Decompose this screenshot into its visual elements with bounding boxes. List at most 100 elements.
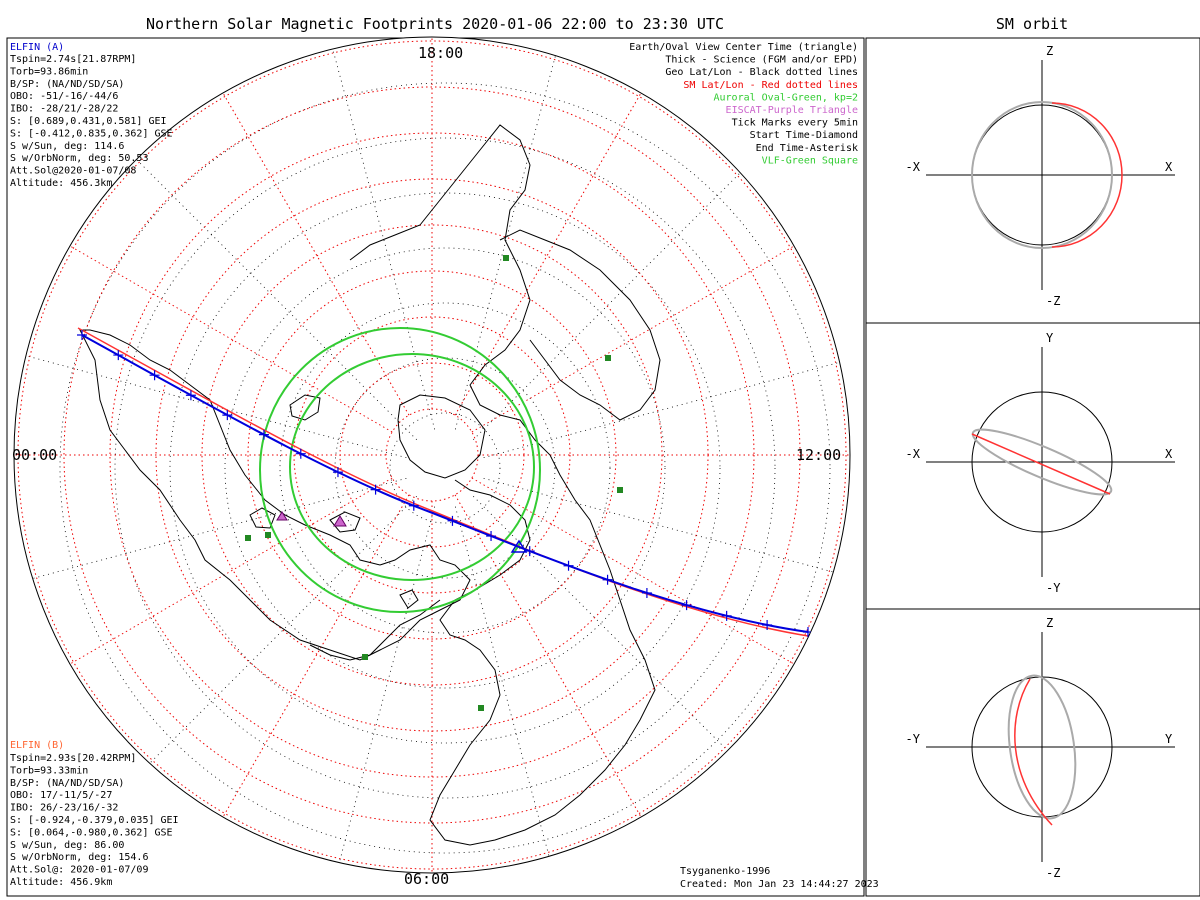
tick-mark [258, 429, 269, 440]
tick-mark [408, 500, 419, 511]
tick-mark [721, 610, 732, 621]
orbit-path-b [1014, 678, 1053, 826]
geo-lon-line [133, 156, 417, 440]
legend-entry: Auroral Oval-Green, kp=2 [714, 92, 859, 103]
orbit-path-a [971, 101, 1113, 249]
auroral-ovals [259, 327, 541, 613]
view-center-triangle [510, 539, 528, 553]
coastline-eurasia [349, 124, 656, 846]
figure-title: Northern Solar Magnetic Footprints 2020-… [146, 15, 724, 33]
info-line: S: [0.689,0.431,0.581] GEI [10, 116, 167, 127]
elfin-a-title: ELFIN (A) [10, 42, 64, 53]
geo-lat-circle [279, 302, 611, 634]
sm-orbit-title: SM orbit [996, 15, 1068, 33]
info-line: Altitude: 456.9km [10, 877, 112, 888]
tick-mark [295, 448, 306, 459]
tick-mark [524, 546, 535, 557]
mlt-label-06: 06:00 [404, 870, 449, 888]
tick-mark [486, 531, 497, 542]
orbit-panel-3: Z -Z -Y Y [906, 616, 1175, 880]
info-line: IBO: -28/21/-28/22 [10, 104, 118, 115]
orbit-axis-label: -X [906, 447, 921, 461]
info-line: S: [0.064,-0.980,0.362] GSE [10, 827, 173, 838]
orbit-axis-label: -X [906, 160, 921, 174]
vlf-square [617, 487, 623, 493]
tick-mark [185, 390, 196, 401]
orbit-path-b [971, 433, 1111, 495]
geo-lon-line [133, 496, 417, 780]
elfin-b-info: ELFIN (B) Tspin=2.93s[20.42RPM]Torb=93.3… [10, 740, 179, 888]
geo-lon-line [473, 156, 757, 440]
mlt-label-12: 12:00 [796, 446, 841, 464]
info-line: Torb=93.86min [10, 66, 88, 77]
coastline-europe [309, 599, 441, 661]
model-label: Tsyganenko-1996 [680, 866, 770, 877]
satellite-tracks [77, 327, 813, 637]
info-line: Torb=93.33min [10, 765, 88, 776]
legend-entry: Tick Marks every 5min [732, 118, 858, 129]
geo-lat-circle [59, 82, 831, 854]
elfin-a-tick-marks [77, 330, 813, 637]
sm-lat-circle [293, 316, 571, 594]
earth-reference-circle [971, 391, 1113, 533]
sm-lat-circle [201, 224, 663, 686]
vlf-square [265, 532, 271, 538]
legend-entry: EISCAT-Purple Triangle [726, 105, 858, 116]
info-line: S w/OrbNorm, deg: 154.6 [10, 852, 148, 863]
info-line: Att.Sol@2020-01-07/08 [10, 166, 136, 177]
geo-lon-line [483, 353, 850, 459]
elfin-a-info: ELFIN (A) Tspin=2.74s[21.87RPM]Torb=93.8… [10, 42, 173, 189]
info-line: B/SP: (NA/ND/SD/SA) [10, 778, 124, 789]
info-line: Att.Sol@: 2020-01-07/09 [10, 865, 148, 876]
legend-entry: End Time-Asterisk [756, 143, 858, 154]
tick-mark [681, 600, 692, 611]
sm-lat-circle [17, 40, 847, 870]
coastline-islands-4 [399, 589, 419, 609]
coastline-islands-3 [249, 507, 276, 529]
orbit-axis-label: X [1165, 160, 1173, 174]
mlt-label-00: 00:00 [12, 446, 57, 464]
orbit-axis-label: X [1165, 447, 1173, 461]
orbit-panel-2: Y -Y -X X [906, 331, 1175, 595]
orbit-axis-label: -Z [1046, 866, 1060, 880]
orbit-axis-label: -Y [906, 732, 921, 746]
tick-mark [149, 370, 160, 381]
eiscat-triangle [333, 515, 347, 527]
legend-entry: Start Time-Diamond [750, 130, 858, 141]
legend-entry: Earth/Oval View Center Time (triangle) [629, 42, 858, 53]
coastline-islands-2 [329, 511, 361, 533]
created-label: Created: Mon Jan 23 14:44:27 2023 [680, 879, 879, 890]
tick-mark [641, 587, 652, 598]
info-line: OBO: 17/-11/5/-27 [10, 790, 112, 801]
orbit-path-a [971, 428, 1113, 496]
geo-lon-line [483, 477, 850, 583]
sm-lon-line [222, 494, 410, 818]
legend-entry: VLF-Green Square [762, 155, 858, 166]
info-line: S: [-0.924,-0.379,0.035] GEI [10, 815, 179, 826]
orbit-axis-label: -Z [1046, 294, 1060, 308]
geo-lon-line [19, 353, 407, 459]
polar-map: 18:00 00:00 12:00 06:00 [12, 36, 851, 888]
geo-lat-circle [334, 357, 556, 579]
geo-lat-circle [224, 247, 666, 689]
info-line: S w/Sun, deg: 114.6 [10, 141, 124, 152]
orbit-axis-label: Z [1046, 616, 1053, 630]
ground-markers [245, 255, 623, 711]
legend-entry: Geo Lat/Lon - Black dotted lines [665, 67, 858, 78]
info-line: Tspin=2.74s[21.87RPM] [10, 54, 136, 65]
legend: Earth/Oval View Center Time (triangle) Th… [629, 42, 858, 166]
coastlines [79, 124, 661, 846]
geo-lon-line [454, 506, 560, 873]
elfin-b-title: ELFIN (B) [10, 740, 64, 751]
info-line: OBO: -51/-16/-44/6 [10, 91, 118, 102]
tick-mark [332, 467, 343, 478]
geo-lat-circle [389, 412, 501, 524]
info-line: Tspin=2.93s[20.42RPM] [10, 753, 136, 764]
orbit-axis-label: -Y [1046, 581, 1061, 595]
tick-mark [447, 515, 458, 526]
coastline-greenland [397, 394, 486, 479]
eiscat-triangle [276, 511, 288, 521]
geo-lon-line [330, 506, 436, 873]
coastline-islands-1 [289, 394, 321, 421]
geo-lat-circle [114, 137, 776, 799]
